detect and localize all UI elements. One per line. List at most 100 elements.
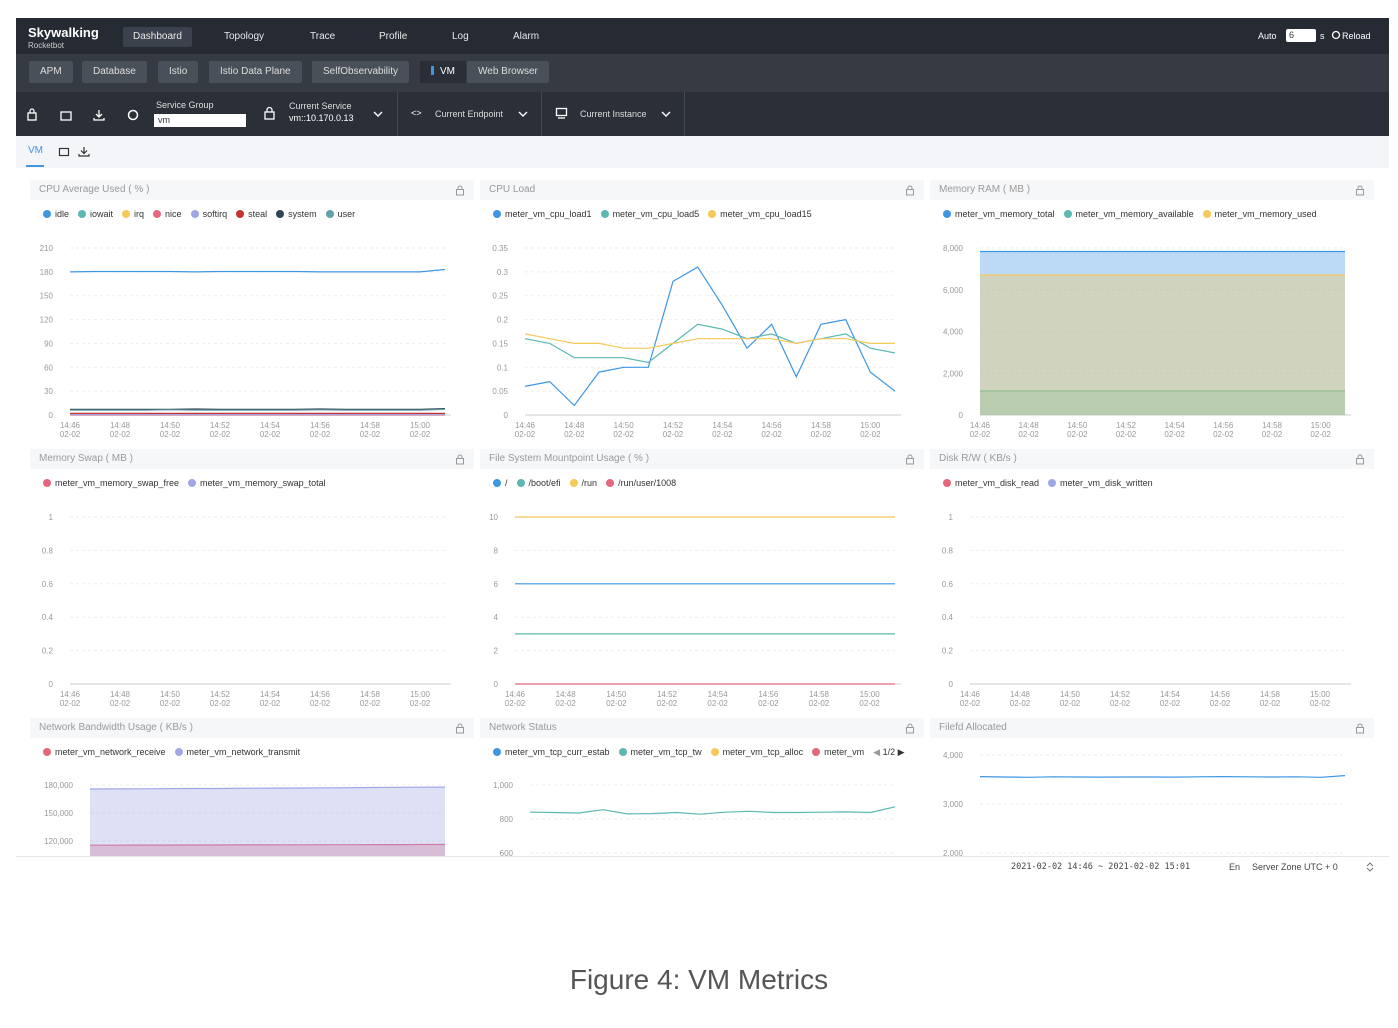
time-range[interactable]: 2021-02-02 14:46 ~ 2021-02-02 15:01 [1011,862,1191,872]
tab[interactable]: APM [29,61,73,83]
x-tick-label: 14:50 [160,690,181,699]
current-service[interactable]: vm::10.170.0.13 [289,113,354,123]
x-tick-date: 02-02 [606,699,627,708]
y-tick-label: 0.2 [42,647,54,656]
y-tick-label: 10 [489,513,498,522]
x-tick-label: 14:56 [758,690,779,699]
nav-item[interactable]: Log [452,31,469,42]
area [90,844,445,856]
legend-label: steal [248,209,268,219]
service-group-label: Service Group [156,100,214,110]
x-tick-label: 14:46 [960,690,981,699]
y-tick-label: 0.6 [942,580,954,589]
y-tick-label: 180,000 [44,781,73,790]
tab[interactable]: SelfObservability [312,61,410,83]
x-tick-date: 02-02 [505,699,526,708]
x-tick-label: 14:52 [210,421,231,430]
panel: 0 0.2 0.4 0.6 0.8 1 14:46 02-02 14:48 02-02 14:50 0… [930,449,1374,717]
legend: idle iowait irq nice softirq steal system user [43,209,364,219]
x-tick-date: 02-02 [1018,430,1039,439]
panel-chart: 00.20.40.60.8114:4602-0214:4802-0214:500… [42,513,451,708]
separator [397,92,398,136]
x-tick-label: 14:58 [1260,690,1281,699]
x-tick-label: 14:54 [1165,421,1186,430]
x-tick-date: 02-02 [564,430,585,439]
legend-swatch [43,210,51,218]
line [529,806,896,815]
nav-item[interactable]: Topology [224,31,265,42]
reload-button[interactable]: Reload [1342,31,1371,41]
tab[interactable]: VM [420,61,466,83]
x-tick-label: 14:58 [809,690,830,699]
legend-label: meter_vm_network_transmit [186,747,301,757]
y-tick-label: 150,000 [44,809,73,818]
x-tick-label: 14:56 [762,421,783,430]
tab[interactable]: Web Browser [467,61,549,83]
lock-icon [906,723,914,734]
nav-item[interactable]: Profile [379,31,408,42]
language[interactable]: En [1229,862,1241,872]
lock-shackle [457,185,463,190]
dashboard-tab[interactable]: VM [28,145,43,156]
lock-shackle [1357,723,1363,728]
legend-label: /boot/efi [528,478,561,488]
x-tick-date: 02-02 [1210,699,1231,708]
current-endpoint[interactable]: Current Endpoint [435,109,504,119]
current-instance[interactable]: Current Instance [580,109,647,119]
lock-body [456,458,464,465]
x-tick-label: 15:00 [410,421,431,430]
y-tick-label: 0.35 [492,244,508,253]
dashboard-tabs: VM [16,136,1389,168]
x-tick-label: 14:52 [1116,421,1137,430]
legend-label: system [288,209,317,219]
legend: meter_vm_disk_read meter_vm_disk_written [943,478,1162,488]
interval-input[interactable]: 6 [1286,29,1316,42]
legend-item: meter_vm_memory_available [1063,209,1194,219]
tab[interactable]: Istio Data Plane [209,61,302,83]
x-tick-date: 02-02 [1160,699,1181,708]
lock-shackle [907,723,913,728]
lock-body [906,458,914,465]
x-tick-label: 14:48 [564,421,585,430]
service-group-input[interactable]: vm [154,114,246,127]
legend-label: meter_vm_memory_total [955,209,1055,219]
legend-item: meter_vm_memory_swap_total [188,478,326,488]
lock-body [1356,189,1364,196]
tab[interactable]: Database [82,61,147,83]
lock-shackle [907,185,913,190]
legend-swatch [188,479,197,487]
y-tick-label: 3,000 [943,800,964,809]
legend-swatch [493,748,501,756]
y-tick-label: 8,000 [943,244,964,253]
lock-shackle [1357,185,1363,190]
x-tick-label: 14:58 [360,421,381,430]
lock-shackle [1357,454,1363,459]
legend-swatch [516,479,525,487]
x-tick-date: 02-02 [859,699,880,708]
legend-item: meter_vm_cpu_load1 [493,209,592,219]
y-tick-label: 0 [504,411,509,420]
tab[interactable]: Istio [158,61,199,83]
y-tick-label: 800 [500,815,514,824]
legend-label: meter_vm_tcp_alloc [722,747,804,757]
y-tick-label: 4,000 [943,751,964,760]
x-tick-date: 02-02 [809,699,830,708]
legend: meter_vm_tcp_curr_estab meter_vm_tcp_tw me… [493,747,905,758]
x-tick-date: 02-02 [410,430,431,439]
y-tick-label: 0.4 [942,613,954,622]
panel-chart: 120,000 150,000 180,000 [44,781,446,856]
server-zone: Server Zone UTC + 0 [1252,862,1338,872]
y-tick-label: 150 [40,292,54,301]
legend-label: meter_vm [824,747,865,757]
panel-chart: 00.20.40.60.8114:4602-0214:4802-0214:500… [942,513,1351,708]
nav-item[interactable]: Alarm [513,31,540,42]
nav-item[interactable]: Trace [310,31,336,42]
legend-item: meter_vm_disk_read [943,478,1039,488]
logo: Skywalking [28,25,99,40]
legend-item: system [276,209,317,219]
nav-item[interactable]: Dashboard [123,27,192,47]
legend-label: meter_vm_disk_written [1060,478,1153,488]
legend-label: / [505,478,508,488]
legend-label: meter_vm_disk_read [955,478,1040,488]
x-tick-label: 14:52 [210,690,231,699]
